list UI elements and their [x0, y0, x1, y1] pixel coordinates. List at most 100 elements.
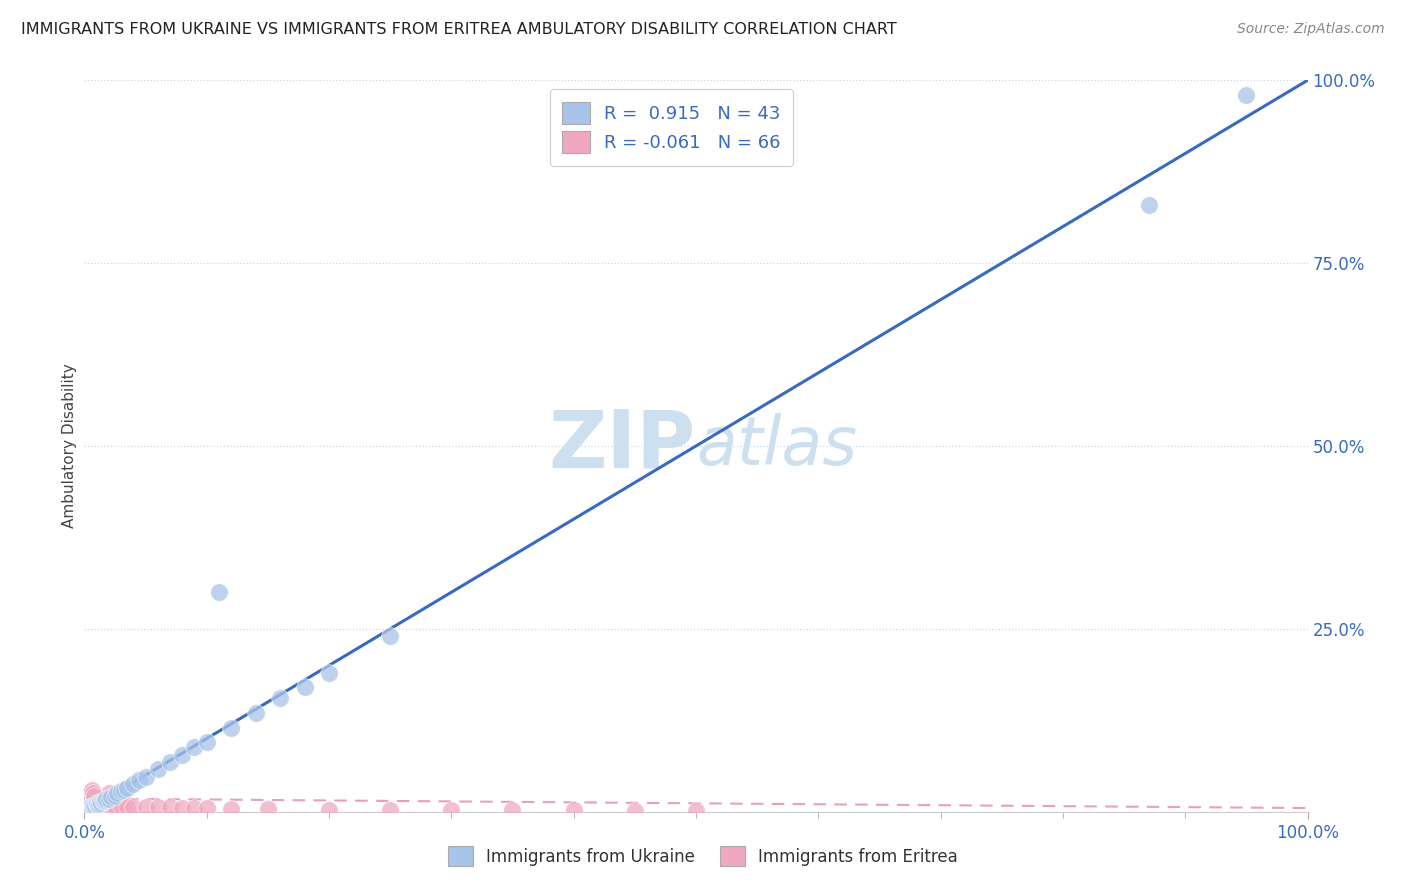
Point	[318, 803, 340, 817]
Point	[83, 792, 105, 806]
Point	[77, 803, 100, 817]
Point	[86, 796, 108, 810]
Point	[195, 801, 218, 815]
Point	[82, 787, 104, 801]
Point	[83, 795, 105, 809]
Point	[1137, 197, 1160, 211]
Point	[159, 755, 181, 769]
Point	[79, 789, 101, 804]
Point	[90, 796, 112, 810]
Point	[93, 794, 115, 808]
Point	[97, 787, 120, 801]
Point	[84, 794, 107, 808]
Point	[87, 797, 110, 812]
Text: ZIP: ZIP	[548, 407, 696, 485]
Point	[159, 800, 181, 814]
Point	[105, 787, 128, 801]
Point	[183, 801, 205, 815]
Point	[685, 804, 707, 818]
Point	[112, 782, 135, 797]
Point	[146, 800, 169, 814]
Point	[77, 798, 100, 813]
Point	[172, 801, 194, 815]
Point	[75, 796, 97, 810]
Point	[97, 799, 120, 814]
Point	[219, 802, 242, 816]
Point	[97, 791, 120, 805]
Point	[86, 798, 108, 813]
Point	[96, 798, 118, 813]
Point	[75, 798, 97, 813]
Point	[86, 798, 108, 813]
Text: IMMIGRANTS FROM UKRAINE VS IMMIGRANTS FROM ERITREA AMBULATORY DISABILITY CORRELA: IMMIGRANTS FROM UKRAINE VS IMMIGRANTS FR…	[21, 22, 897, 37]
Point	[104, 799, 127, 814]
Point	[77, 790, 100, 805]
Point	[77, 796, 100, 810]
Point	[294, 681, 316, 695]
Point	[84, 798, 107, 813]
Point	[245, 706, 267, 720]
Legend: Immigrants from Ukraine, Immigrants from Eritrea: Immigrants from Ukraine, Immigrants from…	[440, 838, 966, 875]
Point	[76, 789, 98, 803]
Point	[82, 794, 104, 808]
Point	[128, 773, 150, 788]
Y-axis label: Ambulatory Disability: Ambulatory Disability	[62, 364, 77, 528]
Point	[502, 803, 524, 817]
Text: atlas: atlas	[696, 413, 858, 479]
Point	[79, 792, 101, 806]
Point	[89, 795, 111, 809]
Point	[77, 797, 100, 812]
Point	[172, 747, 194, 762]
Point	[79, 800, 101, 814]
Point	[115, 780, 138, 795]
Point	[76, 791, 98, 805]
Point	[122, 799, 145, 814]
Point	[83, 798, 105, 813]
Point	[80, 782, 103, 797]
Point	[269, 691, 291, 706]
Point	[122, 777, 145, 791]
Point	[90, 797, 112, 811]
Point	[87, 797, 110, 812]
Point	[82, 797, 104, 811]
Point	[83, 799, 105, 814]
Point	[104, 789, 127, 803]
Point	[80, 791, 103, 805]
Point	[135, 800, 157, 814]
Point	[96, 792, 118, 806]
Point	[77, 803, 100, 817]
Point	[440, 803, 463, 817]
Point	[87, 797, 110, 811]
Point	[135, 770, 157, 784]
Point	[87, 795, 110, 809]
Point	[86, 793, 108, 807]
Point	[84, 797, 107, 812]
Point	[82, 800, 104, 814]
Point	[76, 794, 98, 808]
Point	[77, 793, 100, 807]
Point	[257, 802, 280, 816]
Point	[183, 740, 205, 755]
Point	[80, 798, 103, 813]
Point	[91, 795, 114, 809]
Point	[83, 789, 105, 803]
Point	[219, 721, 242, 735]
Text: Source: ZipAtlas.com: Source: ZipAtlas.com	[1237, 22, 1385, 37]
Point	[318, 665, 340, 680]
Point	[89, 798, 111, 813]
Point	[110, 798, 132, 813]
Point	[100, 790, 122, 805]
Point	[100, 798, 122, 813]
Point	[89, 795, 111, 809]
Point	[94, 798, 117, 813]
Point	[195, 734, 218, 748]
Point	[86, 796, 108, 810]
Point	[208, 585, 231, 599]
Point	[77, 795, 100, 809]
Point	[1236, 87, 1258, 102]
Point	[82, 798, 104, 813]
Point	[146, 762, 169, 776]
Point	[80, 795, 103, 809]
Point	[380, 629, 402, 643]
Point	[562, 803, 585, 817]
